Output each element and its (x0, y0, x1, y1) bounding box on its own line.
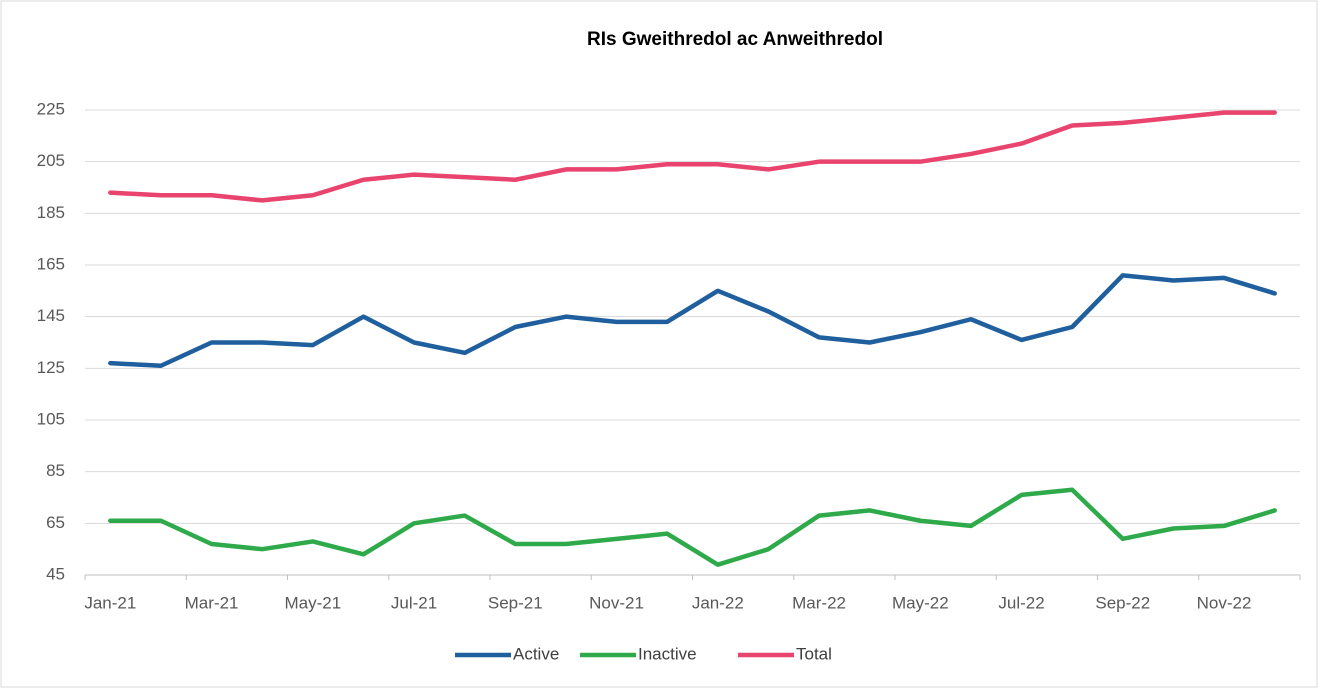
x-tick-label: May-22 (892, 593, 949, 612)
legend-label: Total (796, 644, 832, 663)
x-tick-label: Jan-22 (692, 593, 744, 612)
legend-label: Active (513, 644, 559, 663)
x-tick-label: Nov-22 (1197, 593, 1252, 612)
y-tick-label: 105 (37, 409, 65, 428)
y-tick-label: 165 (37, 254, 65, 273)
x-tick-label: Jan-21 (84, 593, 136, 612)
series-line (108, 110, 1277, 203)
x-tick-label: Nov-21 (589, 593, 644, 612)
x-tick-label: Jul-22 (998, 593, 1044, 612)
y-tick-label: 65 (46, 513, 65, 532)
x-tick-label: Mar-22 (792, 593, 846, 612)
y-tick-label: 225 (37, 99, 65, 118)
legend-label: Inactive (638, 644, 697, 663)
x-tick-label: May-21 (284, 593, 341, 612)
y-tick-label: 85 (46, 461, 65, 480)
chart-title: RIs Gweithredol ac Anweithredol (587, 29, 883, 50)
series-line (108, 273, 1277, 368)
y-tick-label: 125 (37, 358, 65, 377)
x-tick-label: Sep-22 (1095, 593, 1150, 612)
x-tick-label: Sep-21 (488, 593, 543, 612)
y-tick-label: 45 (46, 564, 65, 583)
x-tick-label: Jul-21 (391, 593, 437, 612)
series-line (108, 487, 1277, 567)
y-tick-label: 185 (37, 203, 65, 222)
y-tick-label: 205 (37, 151, 65, 170)
y-tick-label: 145 (37, 306, 65, 325)
x-tick-label: Mar-21 (185, 593, 239, 612)
